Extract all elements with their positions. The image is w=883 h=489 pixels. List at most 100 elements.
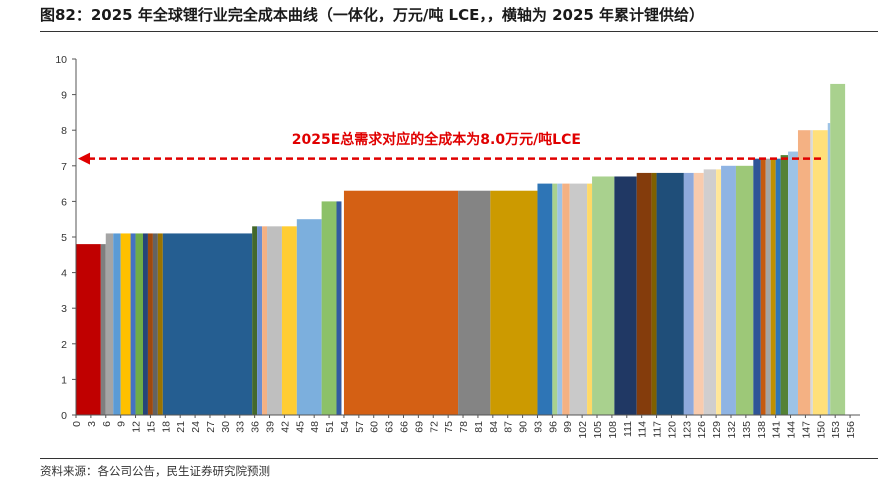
x-tick-label: 39 (265, 421, 277, 433)
x-tick-label: 45 (294, 421, 306, 433)
cost-bar-22 (490, 190, 538, 415)
x-tick-label: 63 (384, 421, 396, 433)
cost-bar-21 (458, 190, 491, 415)
cost-bar-1 (100, 244, 106, 415)
cost-bar-24 (552, 183, 558, 415)
x-tick-label: 150 (815, 421, 827, 439)
cost-bar-34 (683, 172, 694, 415)
cost-bar-42 (765, 158, 771, 415)
x-tick-label: 21 (175, 421, 187, 433)
x-tick-label: 120 (666, 421, 678, 439)
x-tick-label: 132 (726, 421, 738, 439)
cost-bar-49 (812, 130, 828, 415)
cost-bar-31 (636, 172, 652, 415)
x-tick-label: 78 (458, 421, 470, 433)
figure-title: 图82：2025 年全球锂行业完全成本曲线（一体化，万元/吨 LCE，，横轴为 … (40, 6, 705, 24)
cost-bar-16 (281, 226, 297, 415)
x-tick-label: 0 (71, 421, 83, 427)
x-tick-label: 3 (86, 421, 98, 427)
cost-bar-50 (827, 123, 831, 415)
x-tick-label: 24 (190, 421, 202, 433)
x-tick-label: 138 (756, 421, 768, 439)
x-tick-label: 12 (131, 421, 143, 433)
y-tick-label: 1 (61, 374, 67, 386)
y-tick-label: 7 (61, 161, 67, 173)
x-tick-label: 87 (503, 421, 515, 433)
cost-bar-23 (537, 183, 553, 415)
x-tick-label: 123 (681, 421, 693, 439)
x-tick-label: 48 (309, 421, 321, 433)
cost-bar-4 (120, 233, 131, 415)
x-tick-label: 105 (592, 421, 604, 439)
x-tick-label: 141 (771, 421, 783, 439)
cost-bar-20 (343, 190, 459, 415)
y-tick-label: 5 (61, 232, 67, 244)
x-tick-label: 93 (532, 421, 544, 433)
cost-bar-36 (703, 169, 717, 415)
annotation-layer: 2025E总需求对应的全成本为8.0万元/吨LCE (78, 131, 823, 165)
cost-bar-5 (130, 233, 136, 415)
cost-bar-27 (569, 183, 588, 415)
x-tick-label: 81 (473, 421, 485, 433)
cost-bar-9 (152, 233, 158, 415)
x-tick-label: 30 (220, 421, 232, 433)
cost-bar-29 (592, 176, 615, 415)
cost-bar-46 (788, 151, 798, 415)
cost-bar-12 (252, 226, 258, 415)
cost-bar-19 (336, 201, 342, 415)
cost-bar-28 (587, 183, 593, 415)
cost-bar-2 (105, 233, 114, 415)
x-tick-label: 96 (547, 421, 559, 433)
cost-bar-40 (753, 158, 761, 415)
x-tick-label: 144 (786, 421, 798, 439)
x-tick-label: 156 (845, 421, 857, 439)
x-tick-label: 15 (145, 421, 157, 433)
x-tick-label: 126 (696, 421, 708, 439)
cost-bar-37 (716, 169, 722, 415)
source-note: 资料来源：各公司公告，民生证券研究院预测 (40, 464, 270, 478)
cost-bar-38 (721, 165, 736, 415)
x-tick-label: 27 (205, 421, 217, 433)
x-tick-label: 153 (830, 421, 842, 439)
cost-bar-0 (76, 244, 101, 415)
cost-bar-18 (321, 201, 337, 415)
x-tick-label: 51 (324, 421, 336, 433)
cost-bar-3 (113, 233, 121, 415)
x-tick-label: 129 (711, 421, 723, 439)
title-rule (40, 31, 878, 32)
cost-bar-11 (162, 233, 253, 415)
cost-bar-13 (257, 226, 263, 415)
cost-bar-7 (142, 233, 148, 415)
x-tick-label: 147 (800, 421, 812, 439)
cost-bar-39 (735, 165, 754, 415)
cost-bar-15 (267, 226, 282, 415)
x-tick-label: 33 (235, 421, 247, 433)
x-tick-label: 36 (250, 421, 262, 433)
cost-bar-10 (157, 233, 163, 415)
arrow-head-icon (78, 152, 90, 165)
y-tick-label: 3 (61, 303, 67, 315)
y-tick-label: 9 (61, 90, 67, 102)
x-tick-label: 60 (369, 421, 381, 433)
cost-bar-33 (656, 172, 684, 415)
cost-bar-6 (135, 233, 143, 415)
x-tick-label: 66 (398, 421, 410, 433)
x-tick-label: 18 (160, 421, 172, 433)
y-tick-label: 0 (61, 410, 67, 422)
x-tick-label: 42 (279, 421, 291, 433)
x-tick-label: 69 (413, 421, 425, 433)
x-tick-label: 9 (116, 421, 128, 427)
x-tick-label: 108 (607, 421, 619, 439)
x-tick-label: 102 (577, 421, 589, 439)
cost-bar-8 (147, 233, 153, 415)
y-tick-label: 6 (61, 196, 67, 208)
annotation-text: 2025E总需求对应的全成本为8.0万元/吨LCE (292, 131, 581, 148)
x-tick-label: 99 (562, 421, 574, 433)
cost-bar-44 (775, 158, 781, 415)
y-tick-label: 8 (61, 125, 67, 137)
cost-bar-25 (557, 183, 563, 415)
x-tick-label: 72 (428, 421, 440, 433)
x-tick-label: 6 (101, 421, 113, 427)
